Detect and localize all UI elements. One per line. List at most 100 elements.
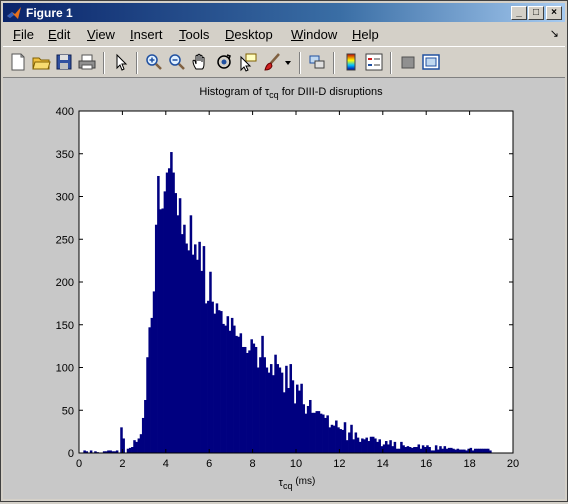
- y-tick-label: 0: [68, 448, 74, 460]
- histogram-bar: [411, 447, 414, 453]
- histogram-bar: [189, 215, 193, 453]
- histogram-bar: [408, 447, 412, 453]
- histogram-bar: [376, 441, 379, 453]
- histogram-bar: [135, 441, 138, 453]
- pan-icon[interactable]: [190, 52, 210, 72]
- x-tick-label: 18: [463, 458, 475, 470]
- histogram-bar: [304, 413, 308, 453]
- close-button[interactable]: ×: [546, 6, 562, 20]
- histogram-bar: [133, 440, 136, 453]
- open-file-icon[interactable]: [31, 52, 51, 72]
- histogram-bar: [246, 352, 249, 453]
- histogram-bar: [315, 411, 319, 453]
- link-plot-icon[interactable]: [307, 52, 327, 72]
- histogram-bar: [128, 447, 132, 453]
- zoom-out-icon[interactable]: [167, 52, 187, 72]
- histogram-bar: [235, 335, 238, 453]
- brush-icon[interactable]: [262, 52, 282, 72]
- histogram-bar: [421, 445, 425, 453]
- histogram-bar: [274, 354, 277, 453]
- histogram-bar: [374, 438, 377, 453]
- histogram-bar: [378, 439, 381, 453]
- histogram-bar: [402, 445, 405, 453]
- dock-arrow-icon[interactable]: ↘: [549, 28, 559, 40]
- x-tick-label: 20: [507, 458, 519, 470]
- menu-window[interactable]: Window: [291, 27, 338, 42]
- print-icon[interactable]: [77, 52, 97, 72]
- y-tick-label: 200: [56, 277, 74, 289]
- histogram-bar: [441, 448, 444, 453]
- menu-insert[interactable]: Insert: [130, 27, 163, 42]
- histogram-bar: [144, 399, 147, 453]
- histogram-bar: [380, 446, 384, 453]
- histogram-bar: [339, 429, 342, 453]
- title-bar[interactable]: Figure 1 _ □ ×: [3, 3, 565, 22]
- minimize-button[interactable]: _: [511, 6, 527, 20]
- histogram-bar: [397, 448, 401, 453]
- legend-icon[interactable]: [364, 52, 384, 72]
- histogram-chart[interactable]: Histogram of τcq for DIII-D disruptions …: [3, 78, 565, 499]
- histogram-bar: [473, 448, 477, 453]
- histogram-bar: [237, 336, 240, 453]
- histogram-bars: [83, 152, 492, 454]
- histogram-bar: [265, 367, 269, 453]
- histogram-bar: [298, 390, 301, 453]
- histogram-bar: [454, 449, 457, 453]
- histogram-bar: [456, 448, 460, 453]
- menu-edit[interactable]: Edit: [48, 27, 71, 42]
- histogram-bar: [191, 254, 195, 453]
- histogram-bar: [174, 193, 177, 453]
- histogram-bar: [204, 303, 208, 454]
- rotate-3d-icon[interactable]: [214, 52, 234, 72]
- x-tick-label: 16: [420, 458, 432, 470]
- histogram-bar: [309, 399, 312, 453]
- histogram-bar: [478, 448, 481, 453]
- histogram-bar: [107, 450, 110, 453]
- histogram-bar: [165, 172, 169, 453]
- histogram-bar: [447, 447, 451, 453]
- histogram-bar: [389, 440, 392, 453]
- colorbar-icon[interactable]: [341, 52, 361, 72]
- y-tick-label: 250: [56, 234, 74, 246]
- histogram-bar: [113, 451, 117, 453]
- histogram-bar: [209, 271, 212, 453]
- histogram-bar: [157, 175, 160, 453]
- histogram-bar: [341, 429, 345, 453]
- menu-help[interactable]: Help: [352, 27, 379, 42]
- histogram-bar: [196, 259, 199, 453]
- histogram-bar: [413, 447, 416, 453]
- x-tick-label: 12: [333, 458, 345, 470]
- x-tick-label: 8: [250, 458, 256, 470]
- zoom-in-icon[interactable]: [144, 52, 164, 72]
- hide-plot-tools-icon[interactable]: [398, 52, 418, 72]
- menu-file[interactable]: File: [13, 27, 34, 42]
- histogram-bar: [460, 449, 464, 453]
- x-tick-label: 4: [163, 458, 169, 470]
- data-cursor-icon[interactable]: [238, 52, 258, 72]
- brush-dropdown-icon[interactable]: [282, 52, 294, 72]
- histogram-bar: [259, 357, 262, 453]
- histogram-bar: [365, 437, 368, 453]
- show-plot-tools-icon[interactable]: [421, 52, 441, 72]
- histogram-bar: [300, 383, 303, 453]
- maximize-button[interactable]: □: [528, 6, 544, 20]
- histogram-bar: [122, 438, 125, 453]
- menu-desktop[interactable]: Desktop: [225, 27, 273, 42]
- histogram-bar: [369, 436, 373, 453]
- menu-view[interactable]: View: [87, 27, 115, 42]
- histogram-bar: [322, 414, 325, 453]
- histogram-bar: [228, 330, 232, 453]
- edit-plot-icon[interactable]: [111, 52, 131, 72]
- new-figure-icon[interactable]: [8, 52, 28, 72]
- save-icon[interactable]: [54, 52, 74, 72]
- histogram-bar: [406, 446, 410, 453]
- histogram-bar: [363, 439, 366, 453]
- histogram-bar: [239, 333, 243, 453]
- histogram-bar: [330, 424, 334, 453]
- histogram-bar: [489, 450, 492, 453]
- y-tick-label: 400: [56, 106, 74, 118]
- histogram-bar: [222, 323, 225, 453]
- menu-tools[interactable]: Tools: [179, 27, 210, 42]
- histogram-bar: [484, 448, 488, 453]
